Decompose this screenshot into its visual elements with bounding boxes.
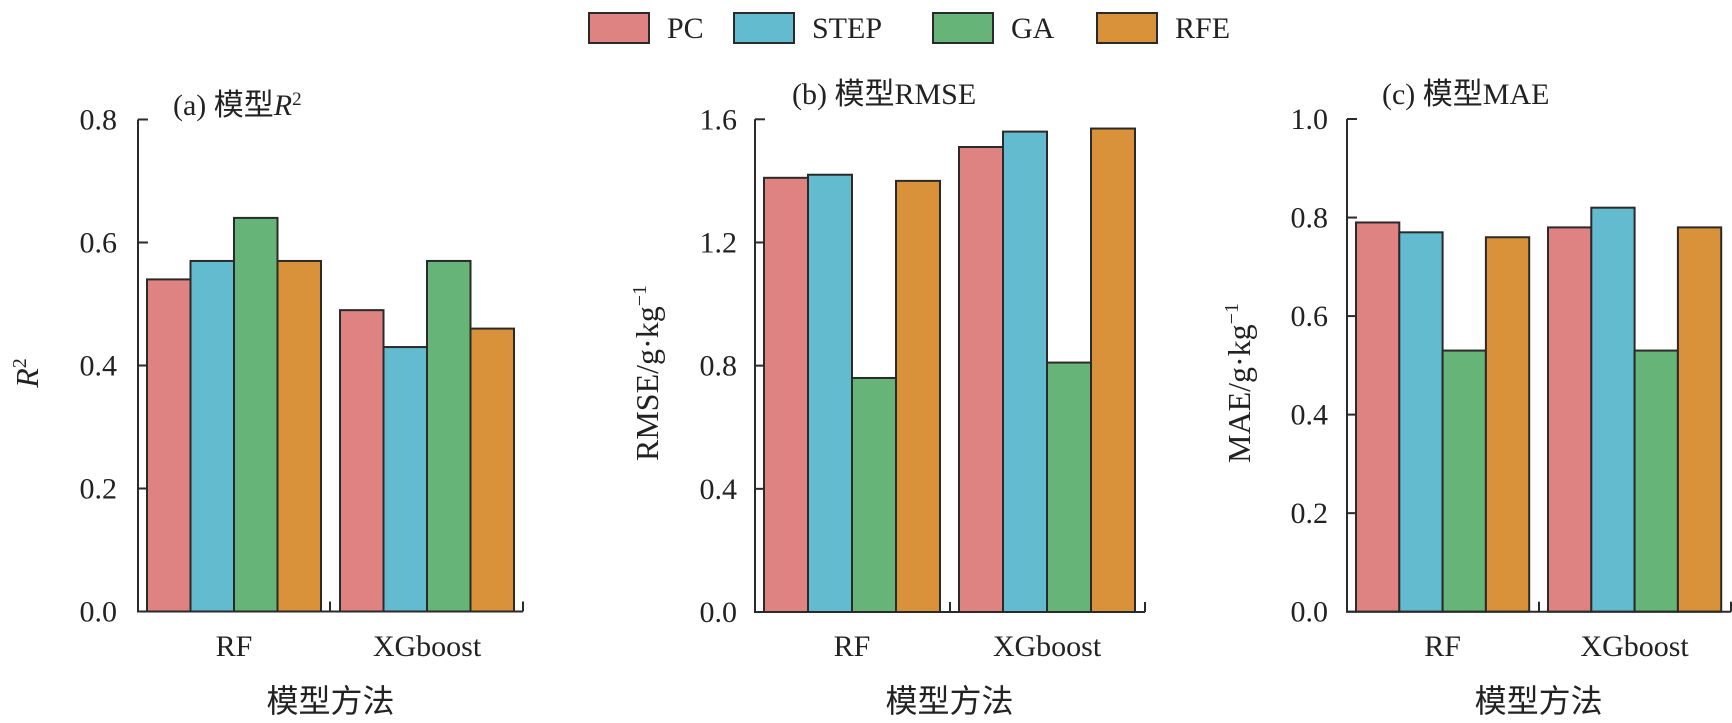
bar-xgboost-rfe — [469, 327, 515, 613]
legend-label: RFE — [1175, 12, 1230, 45]
panel-title: (b) 模型RMSE — [792, 78, 976, 111]
y-axis-title: MAE/g·kg−1 — [1221, 303, 1257, 463]
x-axis-title: 模型方法 — [266, 683, 394, 719]
x-category-label: XGboost — [373, 630, 482, 663]
y-axis-title: R2 — [9, 358, 45, 389]
legend-swatch — [932, 12, 994, 44]
y-tick-label: 0.4 — [1291, 399, 1329, 432]
y-tick-label: 0.0 — [80, 596, 118, 629]
y-tick-label: 0.6 — [1291, 300, 1329, 333]
bar-xgboost-pc — [1547, 226, 1593, 613]
y-tick-label: 0.8 — [700, 350, 738, 383]
legend-label: STEP — [812, 12, 882, 45]
legend-item-pc: PC — [588, 12, 704, 45]
bar-rf-pc — [1355, 221, 1401, 613]
x-axis-title: 模型方法 — [1475, 683, 1603, 719]
y-tick-label: 1.0 — [1291, 103, 1329, 136]
bar-rf-rfe — [1484, 236, 1531, 613]
bar-rf-step — [1398, 231, 1444, 613]
x-category-label: XGboost — [1580, 630, 1689, 663]
legend-swatch — [1096, 12, 1158, 44]
y-tick-label: 0.0 — [1291, 596, 1329, 629]
bar-xgboost-pc — [958, 146, 1004, 613]
y-tick-label: 0.2 — [1291, 497, 1329, 530]
bar-rf-rfe — [276, 259, 322, 613]
bar-rf-step — [189, 259, 235, 613]
legend-item-rfe: RFE — [1096, 12, 1230, 45]
y-axis-title: RMSE/g·kg−1 — [629, 285, 665, 461]
x-category-label: RF — [216, 630, 253, 663]
x-category-label: XGboost — [993, 630, 1102, 663]
bar-xgboost-step — [382, 346, 428, 613]
bar-xgboost-ga — [1633, 349, 1679, 613]
bar-xgboost-ga — [1046, 361, 1092, 613]
x-category-label: RF — [834, 630, 871, 663]
bar-rf-ga — [851, 376, 897, 613]
panel-rmse: 0.0 0.4 0.8 1.2 1.6 RF XGboost 模型方法 (b) 模型RMSE RM… — [629, 78, 1146, 719]
bar-xgboost-rfe — [1676, 226, 1723, 613]
bars — [1355, 206, 1723, 613]
legend-swatch — [588, 12, 650, 44]
y-tick-label: 0.4 — [80, 350, 118, 383]
bar-rf-ga — [1441, 349, 1487, 613]
bar-rf-pc — [763, 176, 809, 613]
legend-item-ga: GA — [932, 12, 1055, 45]
bar-xgboost-rfe — [1090, 127, 1136, 614]
bar-rf-pc — [146, 278, 192, 613]
bars — [763, 127, 1136, 614]
x-axis-title: 模型方法 — [885, 683, 1013, 719]
bars — [146, 216, 515, 613]
y-tick-label: 0.6 — [80, 227, 118, 260]
bar-rf-rfe — [895, 179, 941, 613]
legend-label: GA — [1011, 12, 1055, 45]
y-tick-label: 0.0 — [700, 596, 738, 629]
panel-mae: 0.0 0.2 0.4 0.6 0.8 1.0 RF XGboost 模型方法 (c) 模型MAE… — [1221, 78, 1732, 719]
bar-xgboost-pc — [339, 309, 385, 613]
y-tick-label: 0.8 — [80, 104, 118, 137]
panel-r2: 0.0 0.2 0.4 0.6 0.8 RF XGboost 模型方法 (a) 模型R2 R2 — [9, 89, 524, 719]
y-tick-label: 1.2 — [700, 226, 738, 259]
panel-title: (c) 模型MAE — [1382, 78, 1549, 111]
y-tick-label: 1.6 — [700, 103, 738, 136]
legend-item-step: STEP — [733, 12, 882, 45]
legend: PC STEP GA RFE — [588, 12, 1230, 45]
bar-rf-step — [807, 173, 853, 613]
y-tick-label: 0.8 — [1291, 202, 1329, 235]
bar-xgboost-step — [1590, 206, 1636, 613]
bar-xgboost-step — [1002, 130, 1048, 613]
bar-xgboost-ga — [426, 259, 472, 613]
x-category-label: RF — [1424, 630, 1461, 663]
legend-swatch — [733, 12, 795, 44]
bar-rf-ga — [233, 216, 279, 613]
legend-label: PC — [667, 12, 704, 45]
y-tick-label: 0.2 — [80, 473, 118, 506]
panel-title: (a) 模型R2 — [173, 89, 302, 122]
y-tick-label: 0.4 — [700, 473, 738, 506]
